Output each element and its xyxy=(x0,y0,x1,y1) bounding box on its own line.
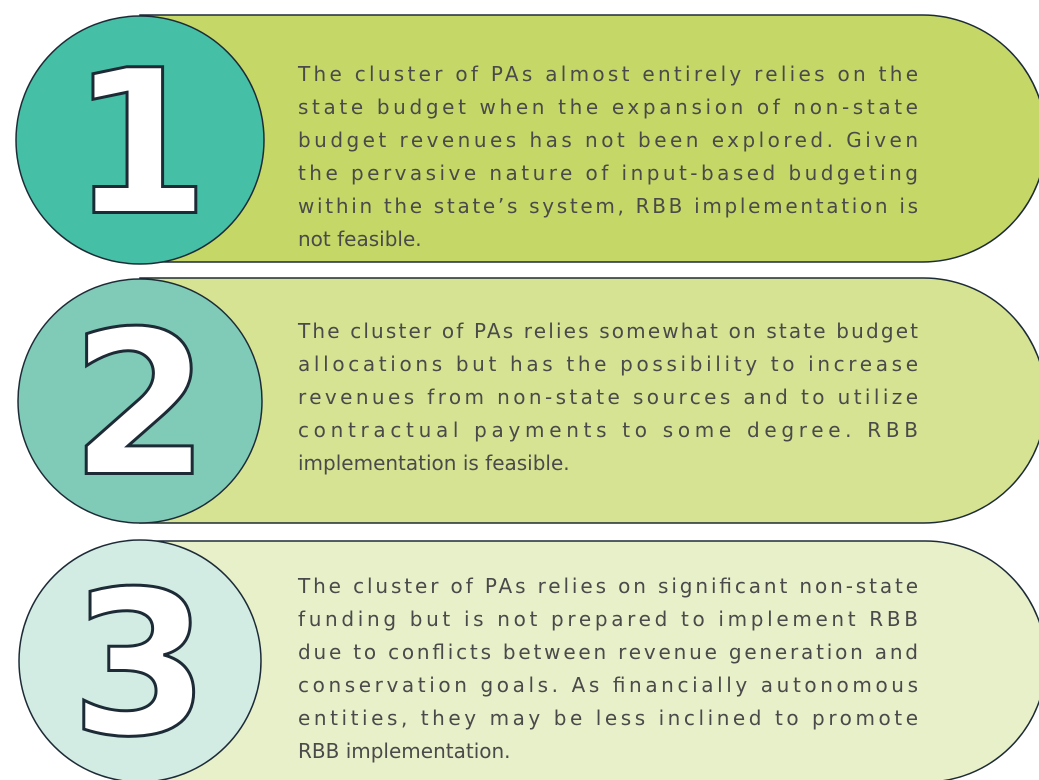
text-line: The cluster of PAs almost entirely relie… xyxy=(297,62,918,86)
pill xyxy=(139,14,1039,263)
number-circle xyxy=(15,15,265,265)
pill xyxy=(139,540,1039,780)
text-line: budget revenues has not been explored. G… xyxy=(298,128,918,152)
text-line: The cluster of PAs relies somewhat on st… xyxy=(297,319,918,343)
item: 2 The cluster of PAs relies somewhat on s… xyxy=(17,277,1039,524)
text-line: RBB implementation. xyxy=(298,739,511,763)
description: The cluster of PAs almost entirely relie… xyxy=(297,62,918,251)
number: 1 xyxy=(70,28,209,261)
text-line: implementation is feasible. xyxy=(298,451,570,475)
item: 1 The cluster of PAs almost entirely reli… xyxy=(15,14,1039,265)
text-line: conservation goals. As financially auton… xyxy=(298,673,918,697)
pill xyxy=(139,277,1039,524)
text-line: entities, they may be less inclined to p… xyxy=(298,706,918,730)
item: 3 The cluster of PAs relies on significan… xyxy=(18,539,1039,780)
text-line: not feasible. xyxy=(298,227,422,251)
number-circle xyxy=(18,539,262,780)
text-line: state budget when the expansion of non-s… xyxy=(298,95,918,119)
number: 3 xyxy=(70,549,209,780)
number: 2 xyxy=(70,289,209,522)
number-circle xyxy=(17,278,263,524)
text-line: the pervasive nature of input-based budg… xyxy=(298,161,918,185)
